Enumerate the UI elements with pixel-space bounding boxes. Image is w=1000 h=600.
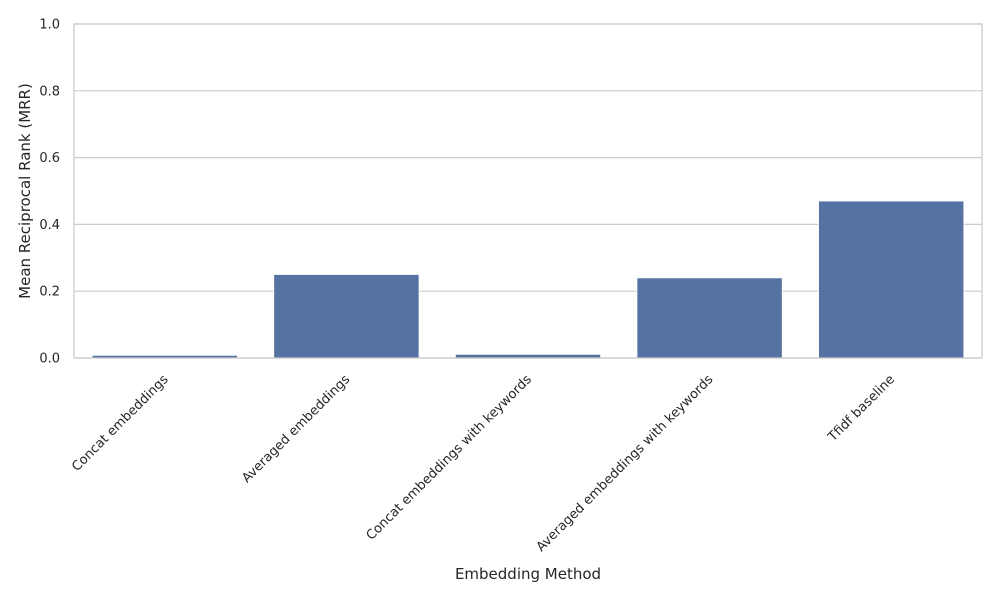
x-tick-label: Tfidf baseline xyxy=(825,372,898,445)
y-tick-labels: 0.0 0.2 0.4 0.6 0.8 1.0 xyxy=(39,18,60,367)
y-tick-label: 0.0 xyxy=(39,352,60,367)
y-tick-label: 1.0 xyxy=(39,18,60,33)
bars xyxy=(91,200,965,359)
y-tick-label: 0.4 xyxy=(39,218,60,233)
bar xyxy=(818,200,965,359)
bar xyxy=(273,274,420,359)
x-tick-label: Averaged embeddings xyxy=(239,372,353,486)
y-tick-label: 0.6 xyxy=(39,151,60,166)
x-tick-labels: Concat embeddings Averaged embeddings Conc… xyxy=(69,372,898,555)
y-tick-label: 0.2 xyxy=(39,285,60,300)
plot-frame xyxy=(73,23,983,359)
x-tick-label: Concat embeddings xyxy=(69,372,172,475)
y-axis-title: Mean Reciprocal Rank (MRR) xyxy=(16,83,34,299)
x-tick-label: Concat embeddings with keywords xyxy=(364,372,535,543)
y-tick-label: 0.8 xyxy=(39,84,60,99)
bar xyxy=(636,277,783,359)
x-tick-label: Averaged embeddings with keywords xyxy=(534,372,717,555)
x-axis-title: Embedding Method xyxy=(455,565,601,583)
